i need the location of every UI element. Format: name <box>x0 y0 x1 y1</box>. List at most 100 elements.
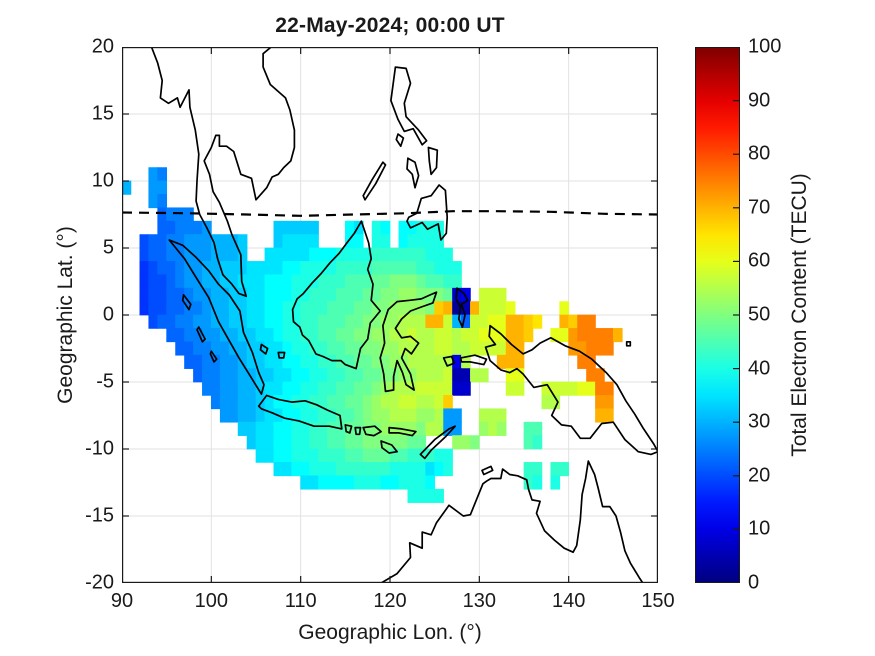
tec-cell <box>550 395 561 410</box>
tec-cell <box>184 247 194 262</box>
tec-cell <box>344 368 355 383</box>
tec-cell <box>175 287 185 302</box>
tec-cell <box>148 194 159 209</box>
tec-cell <box>219 354 230 369</box>
tec-cell <box>255 274 266 289</box>
tec-cell <box>389 475 400 490</box>
tec-cell <box>505 354 516 369</box>
y-tick-label: -10 <box>85 437 114 460</box>
tec-cell <box>219 314 230 329</box>
tec-cell <box>452 261 462 276</box>
tec-cell <box>416 274 427 289</box>
tec-cell <box>389 462 400 477</box>
tec-cell <box>282 448 293 463</box>
tec-cell <box>514 354 525 369</box>
tec-cell <box>282 261 293 276</box>
tec-cell <box>273 301 284 316</box>
tec-cell <box>389 341 400 356</box>
tec-cell <box>434 368 444 383</box>
tec-cell <box>461 341 471 356</box>
tec-cell <box>210 301 221 316</box>
x-tick-label: 120 <box>373 590 407 612</box>
tec-cell <box>496 408 507 423</box>
tec-cell <box>452 314 462 329</box>
tec-cell <box>604 408 614 423</box>
tec-cell <box>237 341 248 356</box>
tec-cell <box>452 368 462 383</box>
tec-cell <box>282 301 293 316</box>
tec-cell <box>496 287 507 302</box>
page-title: 22-May-2024; 00:00 UT <box>275 14 505 37</box>
tec-cell <box>210 341 221 356</box>
tec-cell <box>389 247 400 262</box>
tec-cell <box>487 314 498 329</box>
tec-cell <box>532 421 543 436</box>
tec-cell <box>478 314 489 329</box>
tec-cell <box>559 381 570 396</box>
tec-cell <box>273 421 284 436</box>
tec-cell <box>327 381 337 396</box>
tec-cell <box>148 287 159 302</box>
tec-cell <box>344 408 355 423</box>
tec-cell <box>282 421 293 436</box>
tec-cell <box>291 354 302 369</box>
tec-cell <box>336 261 346 276</box>
tec-cell <box>604 328 614 343</box>
tec-cell <box>309 395 319 410</box>
tec-cell <box>166 287 176 302</box>
tec-cell <box>443 314 453 329</box>
tec-cell <box>398 301 409 316</box>
tec-cell <box>461 301 471 316</box>
tec-cell <box>407 395 418 410</box>
tec-cell <box>228 234 239 249</box>
tec-cell <box>550 475 561 490</box>
tec-cell <box>362 301 373 316</box>
tec-cell <box>389 314 400 329</box>
tec-cell <box>175 247 185 262</box>
tec-cell <box>470 368 480 383</box>
coastline <box>259 343 269 355</box>
tec-cell <box>389 408 400 423</box>
tec-cell <box>255 314 266 329</box>
tec-cell <box>300 234 310 249</box>
tec-cell <box>202 381 212 396</box>
tec-cell <box>210 395 221 410</box>
tec-cell <box>559 314 570 329</box>
dashed-equator-line <box>122 210 658 217</box>
tec-cell <box>264 328 275 343</box>
tec-cell <box>291 462 302 477</box>
tec-cell <box>318 435 328 450</box>
x-tick-label: 130 <box>462 590 497 612</box>
tec-cell <box>228 408 239 423</box>
tec-cell <box>309 368 319 383</box>
coastline <box>291 220 382 370</box>
tec-cell <box>246 274 257 289</box>
tec-cell <box>255 435 266 450</box>
tec-cell <box>300 328 310 343</box>
tec-cell <box>505 368 516 383</box>
tec-cell <box>425 408 436 423</box>
tec-cell <box>157 207 168 222</box>
tec-cell <box>318 314 328 329</box>
tec-cell <box>166 261 176 276</box>
tec-cell <box>371 261 382 276</box>
tec-cell <box>264 368 275 383</box>
tec-cell <box>353 341 364 356</box>
tec-cell <box>282 408 293 423</box>
tec-cell <box>336 381 346 396</box>
tec-cell <box>193 287 203 302</box>
tec-cell <box>291 314 302 329</box>
tec-cell <box>434 381 444 396</box>
tec-cell <box>255 448 266 463</box>
tec-cell <box>210 247 221 262</box>
tec-cell <box>389 274 400 289</box>
tec-cell <box>300 287 310 302</box>
tec-cell <box>371 287 382 302</box>
tec-cell <box>282 462 293 477</box>
tec-cell <box>327 354 337 369</box>
colorbar-tick-label: 100 <box>748 35 782 58</box>
tec-cell <box>139 274 150 289</box>
tec-cell <box>237 408 248 423</box>
tec-cell <box>577 341 587 356</box>
y-tick-label: -15 <box>85 504 114 527</box>
